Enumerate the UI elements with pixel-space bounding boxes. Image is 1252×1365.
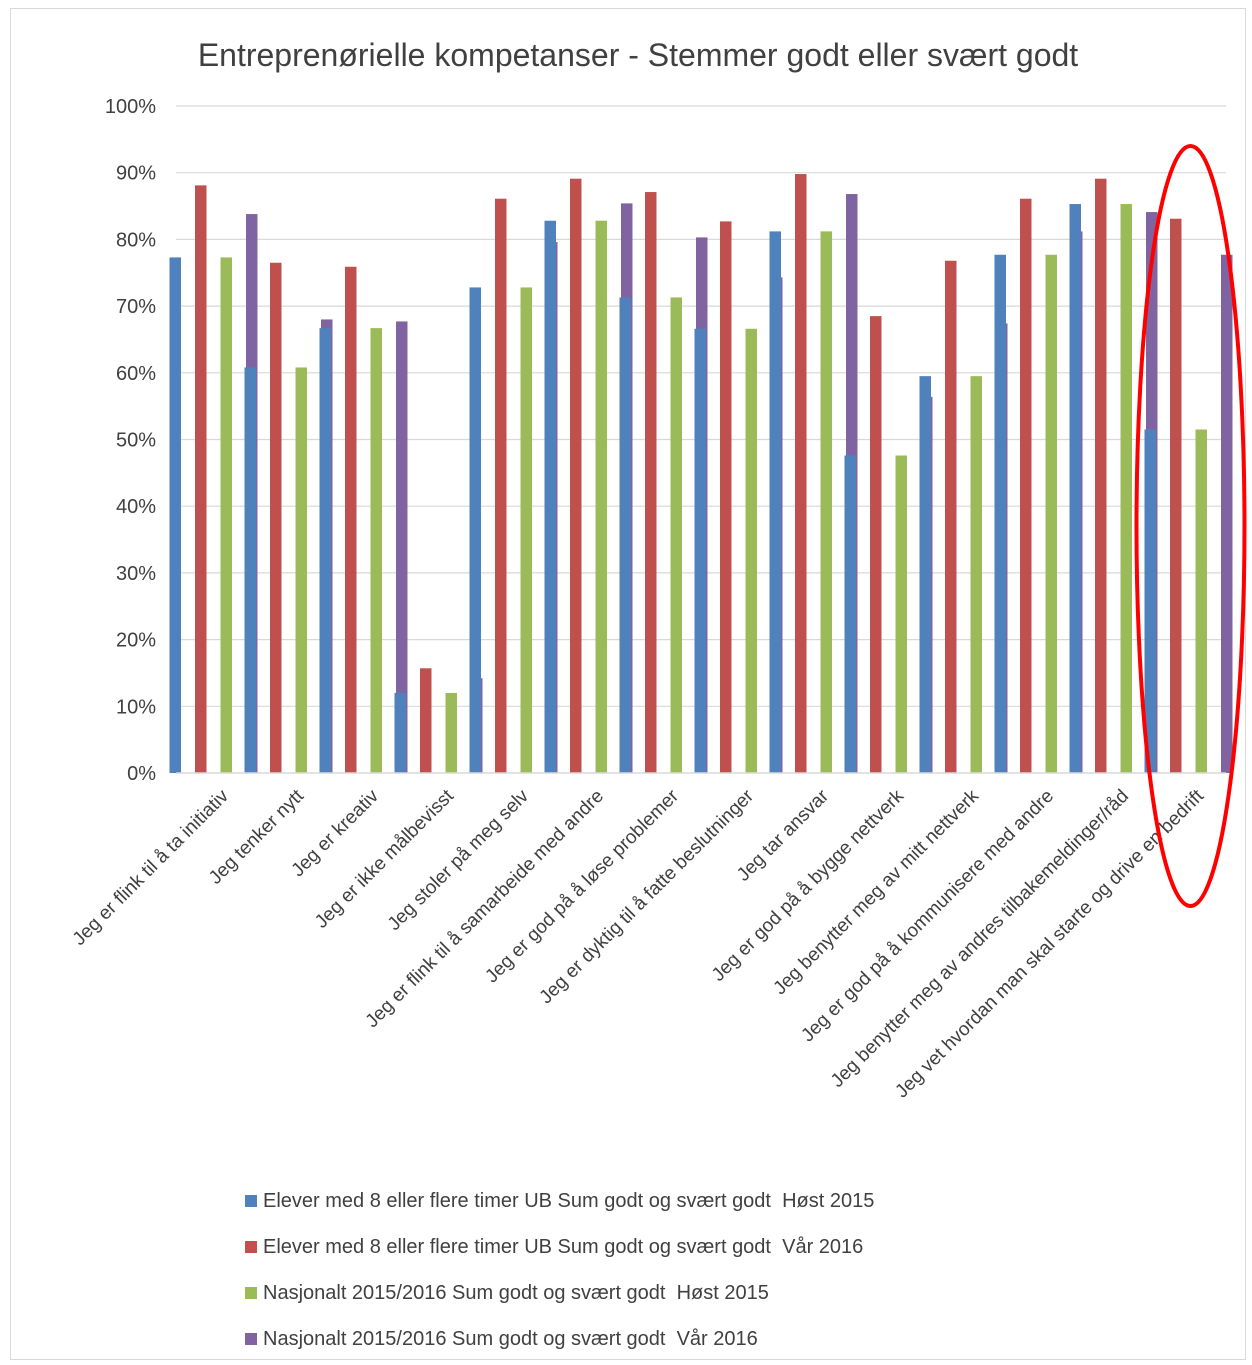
bar	[394, 692, 406, 773]
bar	[220, 257, 232, 773]
legend-item: Elever med 8 eller flere timer UB Sum go…	[245, 1224, 874, 1270]
legend-swatch	[245, 1195, 257, 1207]
annotations	[1134, 144, 1247, 908]
bar	[769, 231, 781, 773]
bar	[396, 321, 408, 773]
y-tick-label: 90%	[116, 163, 156, 185]
y-tick-label: 10%	[116, 696, 156, 718]
bar	[720, 221, 732, 774]
bar	[1221, 254, 1233, 774]
bar	[1069, 204, 1081, 773]
legend-label: Elever med 8 eller flere timer UB Sum go…	[263, 1235, 864, 1258]
bar	[370, 328, 382, 773]
bar	[544, 220, 556, 773]
bar	[445, 692, 457, 773]
bar	[1144, 429, 1156, 773]
legend: Elever med 8 eller flere timer UB Sum go…	[245, 1178, 874, 1362]
y-tick-label: 0%	[127, 763, 156, 785]
bar	[820, 231, 832, 773]
bar	[495, 198, 507, 773]
bar	[244, 367, 256, 773]
bar	[345, 266, 357, 773]
legend-item: Nasjonalt 2015/2016 Sum godt og svært go…	[245, 1270, 874, 1316]
bar	[1170, 218, 1182, 773]
bar	[295, 367, 307, 773]
category-label: Jeg er ikke målbevisst	[311, 785, 459, 933]
legend-swatch	[245, 1287, 257, 1299]
bar	[1045, 254, 1057, 774]
bar	[895, 455, 907, 773]
y-tick-label: 40%	[116, 496, 156, 518]
y-tick-label: 20%	[116, 630, 156, 652]
bar	[169, 257, 181, 773]
bar	[469, 287, 481, 773]
legend-label: Nasjonalt 2015/2016 Sum godt og svært go…	[263, 1327, 758, 1350]
legend-label: Nasjonalt 2015/2016 Sum godt og svært go…	[263, 1281, 769, 1304]
y-tick-label: 30%	[116, 563, 156, 585]
y-tick-label: 60%	[116, 363, 156, 385]
y-tick-label: 50%	[116, 430, 156, 452]
bar	[844, 455, 856, 773]
legend-label: Elever med 8 eller flere timer UB Sum go…	[263, 1189, 875, 1212]
bar	[270, 262, 282, 773]
bar	[1095, 178, 1107, 773]
category-label: Jeg stoler på meg selv	[384, 785, 534, 935]
y-tick-label: 100%	[105, 96, 156, 118]
bar	[319, 328, 331, 773]
legend-item: Nasjonalt 2015/2016 Sum godt og svært go…	[245, 1316, 874, 1362]
bar	[795, 174, 807, 773]
bar	[195, 185, 207, 774]
bar	[919, 376, 931, 773]
bar	[645, 192, 657, 774]
bar	[994, 254, 1006, 774]
bar	[870, 316, 882, 773]
legend-swatch	[245, 1241, 257, 1253]
bar	[1020, 198, 1032, 773]
bars	[169, 174, 1233, 774]
bar	[420, 668, 432, 773]
bar	[670, 297, 682, 773]
chart-title: Entreprenørielle kompetanser - Stemmer g…	[198, 37, 1078, 73]
bar	[520, 287, 532, 773]
bar	[595, 220, 607, 773]
category-label: Jeg er flink til å ta initiativ	[69, 785, 234, 950]
bar	[694, 328, 706, 773]
y-tick-label: 80%	[116, 229, 156, 251]
bar	[745, 328, 757, 773]
bar	[619, 297, 631, 773]
bar	[970, 376, 982, 773]
bar	[1120, 204, 1132, 773]
legend-item: Elever med 8 eller flere timer UB Sum go…	[245, 1178, 874, 1224]
bar	[1195, 429, 1207, 773]
y-tick-label: 70%	[116, 296, 156, 318]
bar	[570, 178, 582, 773]
highlight-ellipse	[1134, 144, 1247, 908]
legend-swatch	[245, 1333, 257, 1345]
y-axis-ticks: 0% 10% 20% 30% 40% 50% 60% 70% 80% 90% 100%	[105, 96, 156, 785]
bar	[945, 260, 957, 773]
